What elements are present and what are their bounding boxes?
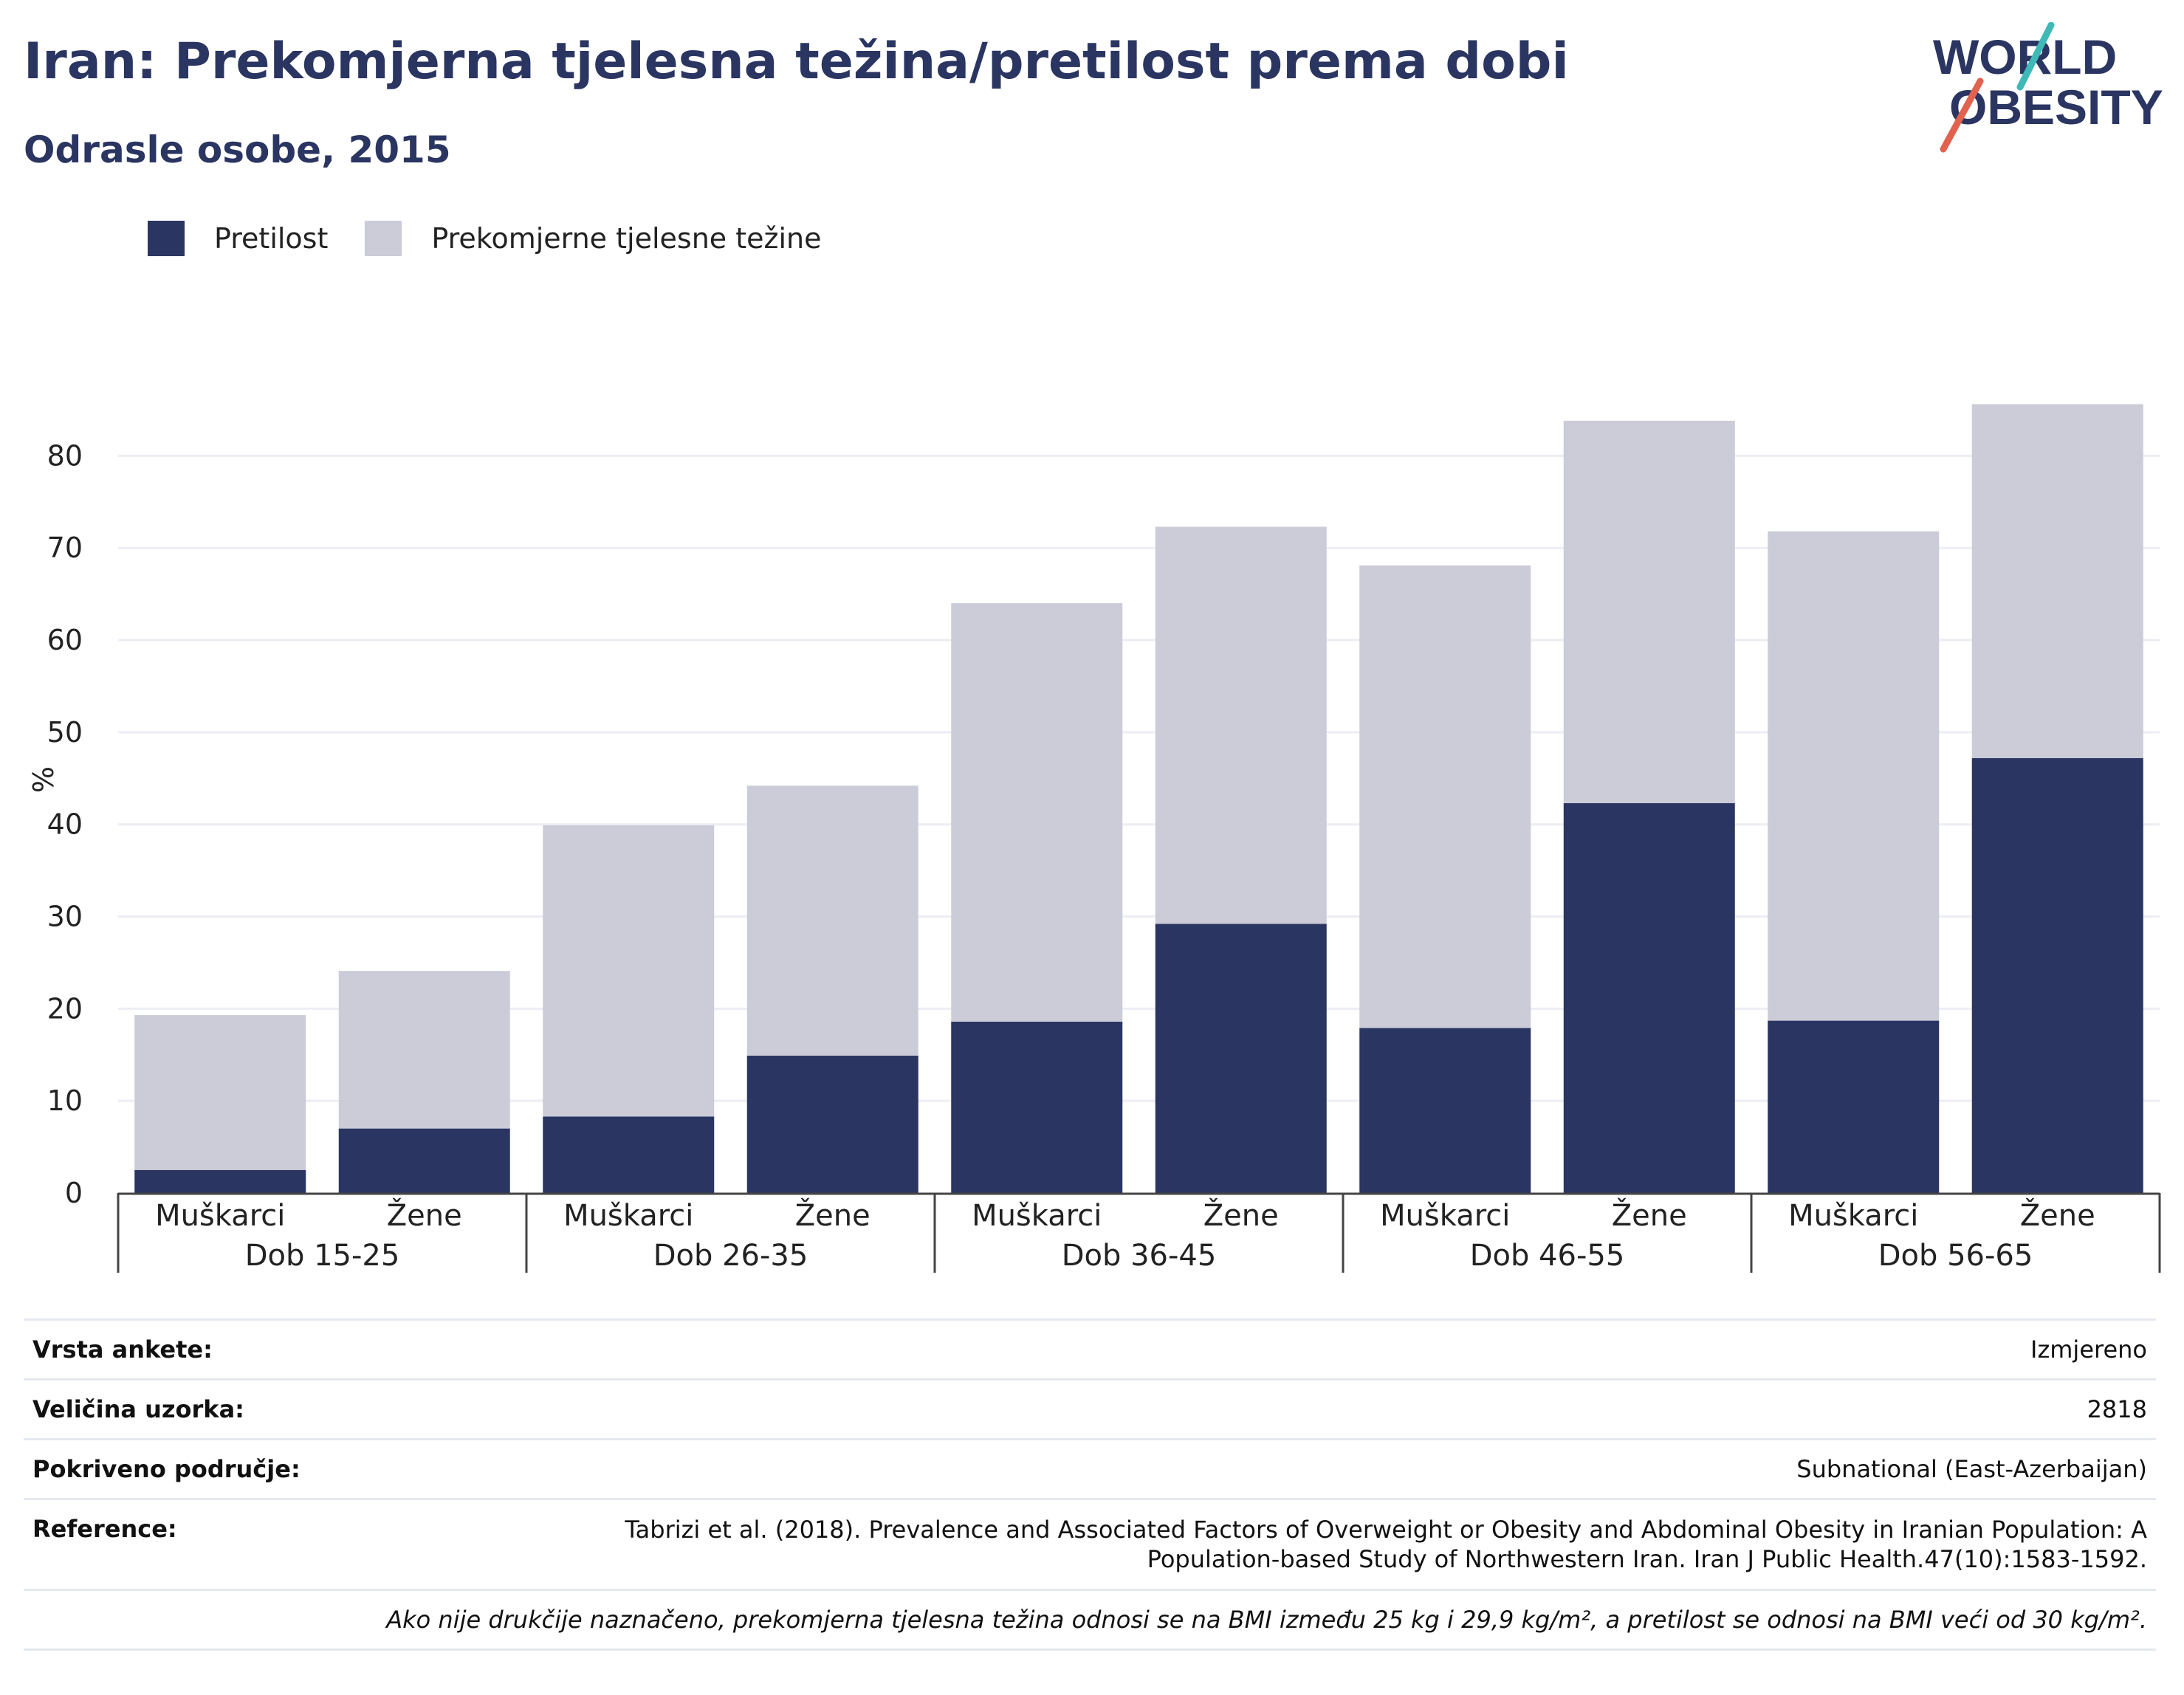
legend: Pretilost Prekomjerne tjelesne težine <box>148 219 859 258</box>
bar-obesity <box>543 1116 715 1193</box>
bar-obesity <box>1359 1028 1531 1193</box>
bar-overweight <box>1155 526 1327 924</box>
x-category-label: Žene <box>2020 1197 2095 1233</box>
bar-overweight <box>134 1015 306 1170</box>
info-row-sample-size: Veličina uzorka: 2818 <box>24 1378 2156 1438</box>
bar-overweight <box>1768 531 1940 1021</box>
x-category-label: Muškarci <box>972 1199 1102 1233</box>
survey-type-value: Izmjereno <box>2030 1335 2147 1364</box>
x-group-label: Dob 46-55 <box>1470 1239 1625 1273</box>
stacked-bar-chart: 0 10 20 30 40 50 60 70 80% Muškarci Žene Muškarci Že… <box>27 404 2161 1273</box>
y-axis-label: % <box>27 766 60 793</box>
bar-obesity <box>1768 1020 1940 1193</box>
x-category-label: Žene <box>795 1197 870 1233</box>
x-group-label: Dob 36-45 <box>1062 1239 1217 1273</box>
bar-obesity <box>1563 802 1735 1193</box>
y-tick-label: 70 <box>47 532 83 564</box>
definition-note: Ako nije drukčije naznačeno, prekomjerna… <box>24 1589 2156 1651</box>
bar-overweight <box>543 825 715 1117</box>
coverage-label: Pokriveno područje: <box>32 1455 301 1483</box>
legend-swatch-overweight <box>365 221 402 256</box>
legend-label-overweight: Prekomjerne tjelesne težine <box>431 222 822 255</box>
x-category-label: Žene <box>1612 1197 1687 1233</box>
y-tick-label: 0 <box>65 1177 83 1209</box>
y-tick-label: 20 <box>47 992 83 1025</box>
bar-obesity <box>1971 757 2143 1193</box>
bar-obesity <box>746 1056 918 1193</box>
info-row-reference: Reference: Tabrizi et al. (2018). Preval… <box>24 1498 2156 1589</box>
bar-obesity <box>134 1169 306 1193</box>
bar-overweight <box>338 971 510 1129</box>
survey-info-table: Vrsta ankete: Izmjereno Veličina uzorka:… <box>24 1318 2156 1651</box>
info-row-survey-type: Vrsta ankete: Izmjereno <box>24 1318 2156 1378</box>
bar-obesity <box>951 1021 1123 1193</box>
x-group-label: Dob 56-65 <box>1878 1239 2033 1273</box>
bar-overweight <box>1971 404 2143 758</box>
logo-slash-red <box>1940 78 1984 153</box>
logo-slash-teal <box>2016 22 2055 91</box>
bar-overweight <box>1359 565 1531 1028</box>
y-tick-label: 40 <box>47 808 83 841</box>
x-group-label: Dob 15-25 <box>245 1239 400 1273</box>
y-tick-label: 60 <box>47 624 83 656</box>
bar-obesity <box>1155 924 1327 1193</box>
legend-swatch-obesity <box>148 221 185 256</box>
legend-item-overweight[interactable]: Prekomjerne tjelesne težine <box>365 221 822 256</box>
x-category-label: Muškarci <box>1788 1199 1918 1233</box>
y-tick-label: 50 <box>47 716 83 749</box>
sample-size-label: Veličina uzorka: <box>32 1395 244 1423</box>
bar-overweight <box>1563 420 1735 803</box>
bar-obesity <box>338 1128 510 1193</box>
x-category-label: Žene <box>387 1197 462 1233</box>
chart-subtitle: Odrasle osobe, 2015 <box>24 128 451 171</box>
reference-label: Reference: <box>32 1515 177 1543</box>
world-obesity-logo: WORLD OBESITY <box>1933 22 2163 153</box>
legend-item-obesity[interactable]: Pretilost <box>148 221 328 256</box>
chart-title: Iran: Prekomjerna tjelesna težina/pretil… <box>24 32 1569 91</box>
bar-overweight <box>951 603 1123 1022</box>
y-tick-label: 30 <box>47 901 83 933</box>
survey-type-label: Vrsta ankete: <box>32 1335 213 1364</box>
info-row-coverage: Pokriveno područje: Subnational (East-Az… <box>24 1438 2156 1498</box>
legend-label-obesity: Pretilost <box>214 222 329 255</box>
x-category-label: Muškarci <box>563 1199 693 1233</box>
reference-value: Tabrizi et al. (2018). Prevalence and As… <box>625 1516 2147 1573</box>
sample-size-value: 2818 <box>2087 1395 2147 1423</box>
y-tick-label: 80 <box>47 439 83 472</box>
x-group-label: Dob 26-35 <box>653 1239 808 1273</box>
coverage-value: Subnational (East-Azerbaijan) <box>1796 1455 2147 1483</box>
y-tick-label: 10 <box>47 1084 83 1117</box>
bar-overweight <box>746 785 918 1056</box>
x-category-label: Muškarci <box>1380 1199 1510 1233</box>
logo-line-2: OBESITY <box>1949 80 2163 134</box>
x-category-label: Žene <box>1203 1197 1279 1233</box>
x-category-label: Muškarci <box>155 1199 285 1233</box>
